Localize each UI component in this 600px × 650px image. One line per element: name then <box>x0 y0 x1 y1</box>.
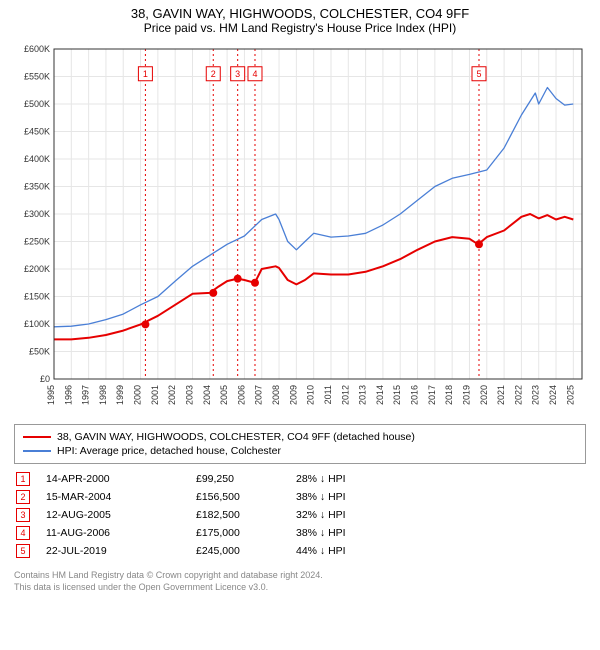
legend-label: HPI: Average price, detached house, Colc… <box>57 445 281 457</box>
svg-text:2024: 2024 <box>548 385 558 405</box>
svg-text:2005: 2005 <box>219 385 229 405</box>
svg-text:2016: 2016 <box>410 385 420 405</box>
row-marker: 5 <box>16 544 30 558</box>
legend-row: HPI: Average price, detached house, Colc… <box>23 444 577 458</box>
legend-label: 38, GAVIN WAY, HIGHWOODS, COLCHESTER, CO… <box>57 431 415 443</box>
page-title: 38, GAVIN WAY, HIGHWOODS, COLCHESTER, CO… <box>10 6 590 21</box>
svg-text:2011: 2011 <box>323 385 333 404</box>
row-price: £245,000 <box>196 545 296 557</box>
table-row: 3 12-AUG-2005£182,50032% ↓ HPI <box>14 506 586 524</box>
sales-table: 1 14-APR-2000£99,25028% ↓ HPI 2 15-MAR-2004… <box>14 470 586 560</box>
svg-text:2017: 2017 <box>427 385 437 405</box>
svg-text:£100K: £100K <box>24 319 50 329</box>
row-hpi: 32% ↓ HPI <box>296 509 586 521</box>
svg-text:1997: 1997 <box>81 385 91 405</box>
row-marker: 1 <box>16 472 30 486</box>
table-row: 2 15-MAR-2004£156,50038% ↓ HPI <box>14 488 586 506</box>
row-price: £175,000 <box>196 527 296 539</box>
svg-text:1996: 1996 <box>63 385 73 405</box>
svg-text:£600K: £600K <box>24 44 50 54</box>
svg-text:2012: 2012 <box>340 385 350 405</box>
row-date: 12-AUG-2005 <box>46 509 196 521</box>
row-price: £156,500 <box>196 491 296 503</box>
svg-text:3: 3 <box>235 69 240 79</box>
svg-text:2006: 2006 <box>236 385 246 405</box>
row-hpi: 28% ↓ HPI <box>296 473 586 485</box>
row-hpi: 38% ↓ HPI <box>296 491 586 503</box>
svg-text:1999: 1999 <box>115 385 125 405</box>
row-marker: 3 <box>16 508 30 522</box>
svg-text:£150K: £150K <box>24 292 50 302</box>
svg-text:1998: 1998 <box>98 385 108 405</box>
svg-text:£550K: £550K <box>24 72 50 82</box>
svg-text:1: 1 <box>143 69 148 79</box>
row-marker: 2 <box>16 490 30 504</box>
svg-text:2014: 2014 <box>375 385 385 405</box>
svg-text:2018: 2018 <box>444 385 454 405</box>
table-row: 1 14-APR-2000£99,25028% ↓ HPI <box>14 470 586 488</box>
svg-text:£450K: £450K <box>24 127 50 137</box>
row-date: 15-MAR-2004 <box>46 491 196 503</box>
row-price: £182,500 <box>196 509 296 521</box>
legend-row: 38, GAVIN WAY, HIGHWOODS, COLCHESTER, CO… <box>23 430 577 444</box>
table-row: 4 11-AUG-2006£175,00038% ↓ HPI <box>14 524 586 542</box>
row-hpi: 44% ↓ HPI <box>296 545 586 557</box>
svg-text:£50K: £50K <box>29 347 50 357</box>
footer-attribution: Contains HM Land Registry data © Crown c… <box>14 570 586 593</box>
svg-text:2000: 2000 <box>133 385 143 405</box>
svg-text:2009: 2009 <box>288 385 298 405</box>
svg-text:2001: 2001 <box>150 385 160 405</box>
svg-text:£350K: £350K <box>24 182 50 192</box>
svg-text:2003: 2003 <box>184 385 194 405</box>
svg-text:2015: 2015 <box>392 385 402 405</box>
chart-container: 38, GAVIN WAY, HIGHWOODS, COLCHESTER, CO… <box>0 0 600 601</box>
row-date: 14-APR-2000 <box>46 473 196 485</box>
svg-text:£200K: £200K <box>24 264 50 274</box>
legend-swatch <box>23 436 51 438</box>
row-date: 22-JUL-2019 <box>46 545 196 557</box>
svg-text:£400K: £400K <box>24 154 50 164</box>
legend-swatch <box>23 450 51 451</box>
row-price: £99,250 <box>196 473 296 485</box>
svg-text:2019: 2019 <box>461 385 471 405</box>
svg-text:2022: 2022 <box>513 385 523 405</box>
svg-text:2021: 2021 <box>496 385 506 405</box>
svg-text:1995: 1995 <box>46 385 56 405</box>
svg-text:4: 4 <box>252 69 257 79</box>
svg-text:2004: 2004 <box>202 385 212 405</box>
svg-text:2007: 2007 <box>254 385 264 405</box>
chart-area: £0 £50K £100K £150K £200K £250K £300K £350K £400… <box>10 41 590 416</box>
svg-text:£250K: £250K <box>24 237 50 247</box>
table-row: 5 22-JUL-2019£245,00044% ↓ HPI <box>14 542 586 560</box>
svg-text:5: 5 <box>476 69 481 79</box>
svg-text:£300K: £300K <box>24 209 50 219</box>
row-marker: 4 <box>16 526 30 540</box>
svg-text:2: 2 <box>211 69 216 79</box>
row-date: 11-AUG-2006 <box>46 527 196 539</box>
svg-text:2020: 2020 <box>479 385 489 405</box>
svg-text:2010: 2010 <box>306 385 316 405</box>
page-subtitle: Price paid vs. HM Land Registry's House … <box>10 21 590 35</box>
footer-line2: This data is licensed under the Open Gov… <box>14 582 586 594</box>
svg-text:2013: 2013 <box>358 385 368 405</box>
svg-text:2023: 2023 <box>531 385 541 405</box>
footer-line1: Contains HM Land Registry data © Crown c… <box>14 570 586 582</box>
svg-text:2002: 2002 <box>167 385 177 405</box>
svg-text:£500K: £500K <box>24 99 50 109</box>
svg-text:2025: 2025 <box>565 385 575 405</box>
row-hpi: 38% ↓ HPI <box>296 527 586 539</box>
svg-text:£0: £0 <box>40 374 50 384</box>
price-chart: £0 £50K £100K £150K £200K £250K £300K £350K £400… <box>10 41 590 411</box>
legend: 38, GAVIN WAY, HIGHWOODS, COLCHESTER, CO… <box>14 424 586 464</box>
svg-text:2008: 2008 <box>271 385 281 405</box>
